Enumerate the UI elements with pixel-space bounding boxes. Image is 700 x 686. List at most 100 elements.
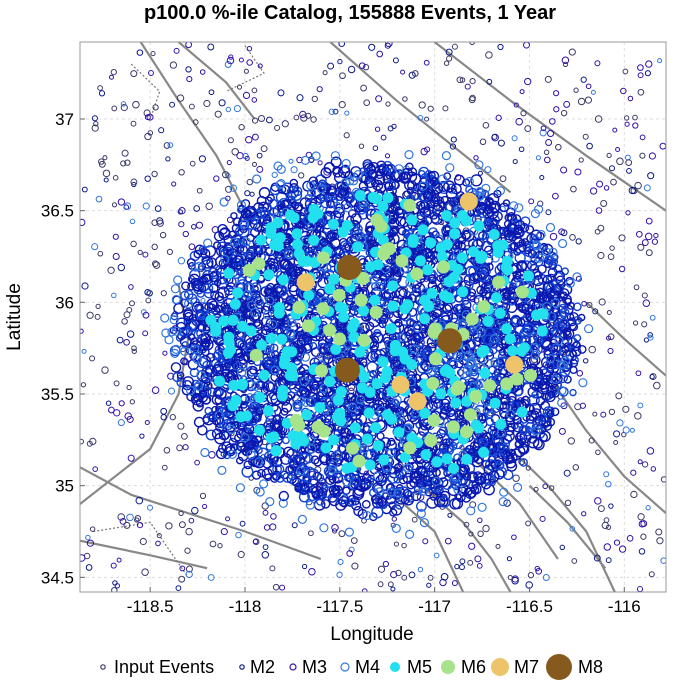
scatter-point	[222, 171, 230, 179]
scatter-point	[112, 252, 120, 261]
scatter-point	[203, 99, 211, 108]
scatter-point	[343, 132, 350, 139]
scatter-point	[242, 91, 251, 100]
scatter-point	[129, 399, 135, 405]
scatter-point	[131, 348, 137, 354]
scatter-point	[446, 55, 453, 62]
scatter-point	[540, 400, 551, 411]
scatter-point	[535, 567, 543, 575]
scatter-point	[533, 486, 539, 492]
scatter-point	[597, 505, 605, 513]
scatter-point	[555, 143, 562, 151]
scatter-point	[543, 149, 550, 156]
scatter-point	[491, 133, 499, 142]
scatter-point	[245, 135, 253, 144]
scatter-point	[244, 190, 251, 197]
scatter-point	[449, 143, 457, 150]
fault-line	[80, 539, 208, 570]
scatter-point	[155, 540, 161, 547]
scatter-point	[98, 158, 105, 165]
scatter-point	[299, 110, 307, 119]
scatter-point	[408, 71, 416, 79]
scatter-point	[485, 51, 493, 59]
scatter-point	[230, 212, 238, 220]
scatter-point	[610, 178, 617, 186]
scatter-point	[161, 464, 168, 471]
scatter-point	[130, 70, 138, 78]
scatter-point	[574, 168, 582, 176]
scatter-point	[171, 181, 177, 187]
scatter-point	[586, 142, 593, 150]
scatter-point	[256, 152, 263, 159]
scatter-point	[311, 95, 318, 103]
scatter-point	[649, 374, 655, 380]
scatter-point	[98, 90, 106, 97]
scatter-point	[93, 121, 99, 127]
scatter-point	[251, 87, 258, 94]
scatter-point	[169, 101, 176, 108]
scatter-point	[110, 68, 117, 76]
scatter-point	[628, 186, 636, 195]
scatter-point	[513, 102, 519, 108]
scatter-point	[169, 61, 178, 69]
scatter-point	[135, 496, 144, 505]
scatter-point	[186, 76, 193, 83]
scatter-point	[220, 528, 228, 536]
scatter-point	[167, 387, 176, 395]
scatter-point	[645, 249, 653, 257]
scatter-point	[80, 382, 87, 388]
scatter-point	[615, 392, 623, 400]
scatter-point	[178, 510, 184, 516]
scatter-point	[525, 520, 532, 527]
scatter-point	[243, 68, 249, 74]
scatter-point	[308, 470, 317, 478]
scatter-point	[347, 65, 356, 74]
scatter-point	[178, 521, 186, 529]
scatter-point	[111, 105, 118, 112]
scatter-point	[338, 42, 346, 48]
scatter-point	[281, 401, 293, 413]
scatter-point	[495, 543, 501, 549]
scatter-point	[166, 248, 174, 256]
scatter-point	[535, 155, 541, 161]
scatter-point	[463, 521, 470, 528]
scatter-point	[141, 568, 149, 576]
scatter-point	[163, 447, 171, 454]
scatter-point	[459, 558, 466, 565]
scatter-point	[561, 56, 570, 65]
scatter-point	[350, 537, 358, 544]
scatter-point	[112, 174, 119, 181]
scatter-point	[317, 160, 323, 166]
scatter-point	[527, 572, 535, 579]
scatter-point	[236, 152, 244, 160]
scatter-point	[129, 218, 136, 225]
scatter-point	[574, 403, 582, 411]
scatter-point	[205, 202, 213, 210]
scatter-point	[97, 250, 104, 257]
scatter-point	[233, 105, 241, 113]
fault-line	[177, 42, 256, 120]
scatter-point	[468, 531, 474, 537]
scatter-point	[632, 122, 639, 129]
scatter-point	[391, 516, 397, 522]
scatter-point	[573, 87, 579, 93]
fault-line	[139, 42, 246, 212]
fault-line	[528, 484, 607, 569]
scatter-point	[111, 587, 118, 592]
scatter-point	[653, 232, 659, 239]
scatter-point	[482, 121, 490, 129]
scatter-point	[123, 338, 130, 346]
scatter-point	[596, 180, 604, 188]
scatter-point	[261, 551, 270, 559]
scatter-point	[445, 48, 453, 56]
scatter-point	[200, 297, 206, 303]
scatter-point	[236, 84, 243, 90]
fault-lines	[80, 42, 666, 592]
scatter-point	[608, 165, 616, 172]
scatter-point	[618, 234, 626, 242]
scatter-point	[151, 170, 158, 178]
scatter-point	[638, 548, 646, 555]
scatter-point	[657, 58, 663, 64]
fault-line	[547, 375, 666, 515]
scatter-point	[608, 408, 616, 416]
